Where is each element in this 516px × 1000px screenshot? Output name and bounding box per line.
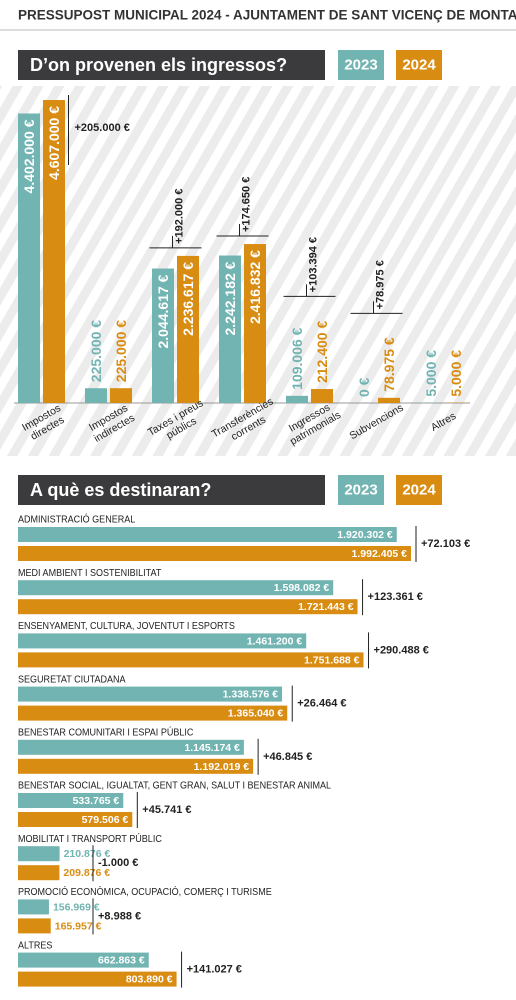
value-label: 1.920.302 € — [337, 529, 393, 541]
bar — [177, 255, 199, 403]
bar — [18, 865, 60, 881]
value-label: 156.969 € — [53, 901, 100, 913]
legend-label: 2023 — [344, 482, 377, 499]
difference-label: +141.027 € — [187, 964, 242, 976]
value-label: 1.461.200 € — [247, 635, 303, 647]
value-label: 579.506 € — [82, 814, 129, 826]
value-label: 1.192.019 € — [194, 761, 250, 773]
difference-label: +192.000 € — [174, 189, 186, 244]
bar — [18, 546, 411, 561]
value-label: 2.044.617 € — [155, 274, 171, 348]
value-label: 109.006 € — [289, 327, 305, 389]
difference-label: +45.741 € — [142, 804, 191, 816]
difference-label: +72.103 € — [421, 538, 470, 550]
bar — [18, 952, 149, 968]
value-label: 0 € — [356, 377, 372, 397]
value-label: 5.000 € — [448, 350, 464, 397]
legend-swatch — [338, 475, 384, 505]
value-label: 5.000 € — [423, 350, 439, 397]
bar — [18, 527, 397, 542]
category-label: SEGURETAT CIUTADANA — [18, 674, 126, 686]
bar — [152, 268, 174, 403]
value-label: 78.975 € — [381, 337, 397, 392]
value-label: 212.400 € — [314, 321, 330, 383]
bar — [18, 652, 364, 668]
value-label: 2.416.832 € — [247, 250, 263, 324]
value-label: 2.236.617 € — [180, 262, 196, 336]
value-label: 1.145.174 € — [184, 742, 240, 754]
bar — [18, 812, 133, 827]
difference-label: +123.361 € — [368, 591, 423, 603]
category-label: BENESTAR SOCIAL, IGUALTAT, GENT GRAN, SA… — [18, 780, 332, 792]
section-title: A què es destinaran? — [30, 480, 211, 500]
legend-label: 2023 — [344, 57, 377, 74]
difference-label: +26.464 € — [297, 698, 346, 710]
bar — [18, 633, 307, 649]
bar — [110, 388, 132, 403]
value-label: 1.365.040 € — [228, 708, 284, 720]
bar — [18, 846, 60, 862]
value-label: 1.598.082 € — [274, 582, 330, 594]
bar — [18, 580, 334, 596]
difference-label: +8.988 € — [98, 910, 141, 922]
category-label: ADMINISTRACIÓ GENERAL — [18, 514, 136, 526]
value-label: 4.402.000 € — [21, 119, 37, 193]
category-label: ALTRES — [18, 940, 53, 952]
difference-label: +78.975 € — [375, 260, 387, 309]
bar — [18, 599, 358, 615]
bar — [18, 793, 124, 808]
category-label: PROMOCIÓ ECONÒMICA, OCUPACIÓ, COMERÇ I T… — [18, 887, 272, 899]
difference-label: -1.000 € — [98, 857, 138, 869]
bar — [18, 739, 244, 755]
section-title: D’on provenen els ingressos? — [30, 55, 287, 75]
legend-swatch — [396, 475, 442, 505]
difference-label: +205.000 € — [75, 122, 130, 134]
legend-label: 2024 — [402, 57, 436, 74]
value-label: 1.751.688 € — [304, 654, 360, 666]
bar — [219, 255, 241, 403]
bar — [311, 389, 333, 403]
value-label: 165.957 € — [55, 920, 102, 932]
legend-label: 2024 — [402, 482, 436, 499]
bar — [244, 244, 266, 403]
value-label: 2.242.182 € — [222, 261, 238, 335]
category-label: ENSENYAMENT, CULTURA, JOVENTUT I ESPORTS — [18, 621, 235, 633]
difference-label: +103.394 € — [308, 237, 320, 292]
category-label: BENESTAR COMUNITARI I ESPAI PÚBLIC — [18, 727, 193, 739]
bar — [18, 705, 288, 721]
bar — [18, 918, 51, 934]
difference-label: +46.845 € — [263, 751, 312, 763]
value-label: 225.000 € — [88, 320, 104, 382]
section-header — [18, 475, 325, 505]
difference-label: +290.488 € — [374, 644, 429, 656]
bar — [85, 388, 107, 403]
bar — [18, 899, 49, 915]
value-label: 533.765 € — [73, 795, 120, 807]
bar — [18, 686, 283, 702]
category-label: MEDI AMBIENT I SOSTENIBILITAT — [18, 567, 161, 579]
bar — [43, 100, 65, 403]
bar — [286, 395, 308, 403]
value-label: 803.890 € — [126, 974, 173, 986]
bar — [18, 971, 177, 987]
legend-swatch — [396, 50, 442, 80]
difference-label: +174.650 € — [241, 177, 253, 232]
bar — [378, 397, 400, 403]
legend-swatch — [338, 50, 384, 80]
value-label: 662.863 € — [98, 955, 145, 967]
page-title: PRESSUPOST MUNICIPAL 2024 - AJUNTAMENT D… — [18, 8, 516, 23]
bar — [18, 113, 40, 404]
value-label: 225.000 € — [113, 320, 129, 382]
value-label: 1.992.405 € — [352, 548, 408, 560]
value-label: 1.721.443 € — [298, 601, 354, 613]
value-label: 1.338.576 € — [223, 689, 279, 701]
bar — [18, 758, 254, 774]
category-label: MOBILITAT I TRANSPORT PÚBLIC — [18, 833, 162, 845]
value-label: 209.876 € — [63, 867, 110, 879]
value-label: 4.607.000 € — [46, 106, 62, 180]
value-label: 210.876 € — [64, 848, 111, 860]
section-header — [18, 50, 325, 80]
